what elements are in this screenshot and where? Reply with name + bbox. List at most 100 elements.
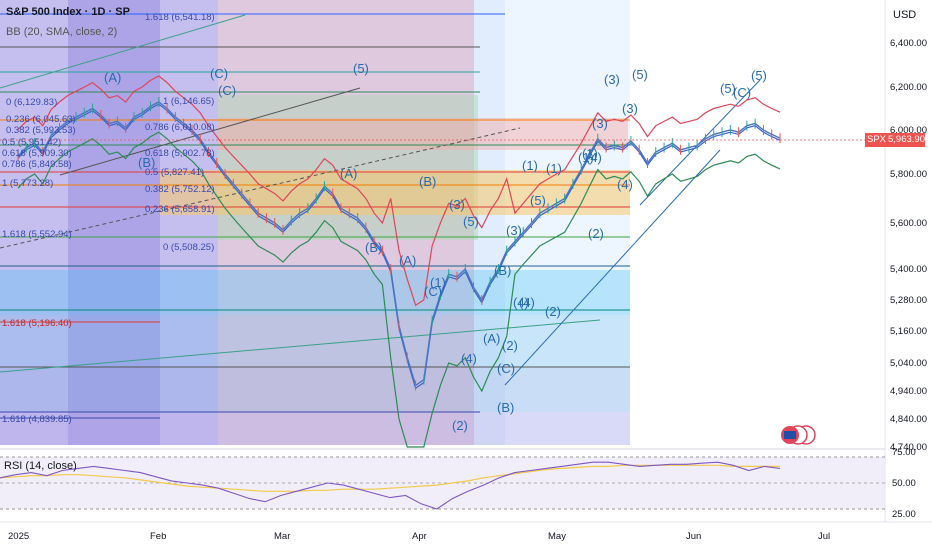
currency-label[interactable]: USD: [893, 9, 917, 21]
fib-label: 0.5 (5,951.42): [2, 137, 61, 148]
wave-label: (4): [461, 351, 477, 366]
wave-label: (B): [365, 240, 382, 255]
wave-label: (2): [452, 418, 468, 433]
background-zones: [0, 0, 630, 445]
fib-label: 0.786 (5,849.58): [2, 159, 72, 170]
price-tick-label: 6,400.00: [890, 38, 927, 49]
wave-label: (B): [494, 263, 511, 278]
price-tick-label: 4,940.00: [890, 386, 927, 397]
wave-label: (5): [720, 81, 736, 96]
price-tick-label: 5,040.00: [890, 358, 927, 369]
trend-line: [59, 87, 361, 176]
wave-label: (2): [588, 226, 604, 241]
fib-label: 0 (6,129.83): [6, 97, 57, 108]
wave-label: (1): [578, 150, 594, 165]
price-axis-ticks: 6,400.00 6,200.00 6,000.00 5,800.00 5,600.00…: [890, 38, 927, 453]
wave-label: (4): [513, 295, 529, 310]
wave-label: (A): [104, 70, 121, 85]
fib-label: 0.382 (5,993.53): [6, 125, 76, 136]
wave-label: (4): [617, 177, 633, 192]
time-tick-label: Feb: [150, 531, 166, 542]
rsi-band: [0, 457, 885, 509]
price-tick-label: 5,800.00: [890, 169, 927, 180]
fib-label: 1 (6,146.65): [163, 96, 214, 107]
wave-label: (3): [604, 72, 620, 87]
wave-label: (A): [483, 331, 500, 346]
price-tick-label: 5,600.00: [890, 218, 927, 229]
wave-label: (4): [586, 150, 602, 165]
time-tick-label: 2025: [8, 531, 29, 542]
fib-lines: [0, 13, 630, 419]
rsi-tick-label: 50.00: [892, 478, 916, 489]
wave-label: (5): [632, 67, 648, 82]
wave-label: (5): [353, 61, 369, 76]
price-tick-label: 6,000.00: [890, 125, 927, 136]
rsi-axis-ticks: 75.00 50.00 25.00: [892, 447, 916, 520]
time-tick-label: May: [548, 531, 566, 542]
wave-label: (1): [522, 158, 538, 173]
wave-label: (B): [419, 174, 436, 189]
wave-label: (1): [430, 275, 446, 290]
indicator-legend[interactable]: BB (20, SMA, close, 2): [6, 26, 118, 38]
wave-label: (A): [399, 253, 416, 268]
rsi-line: [0, 461, 781, 510]
time-tick-label: Jun: [686, 531, 701, 542]
wave-label: (1): [546, 161, 562, 176]
wave-labels: (A) (C) (5)(C)(B)(A)(B)(B)(A)(3)(1)(C)(5)(…: [104, 61, 767, 433]
price-tag-value: 5,963.90: [888, 134, 925, 145]
trend-line: [0, 14, 246, 89]
price-axis[interactable]: [885, 0, 932, 550]
fib-label: 1.618 (5,552.94): [2, 229, 72, 240]
price-tick-label: 4,740.00: [890, 442, 927, 453]
fib-label: 1 (5,773.28): [2, 178, 53, 189]
earnings-icon[interactable]: [781, 425, 816, 445]
fib-labels: 1.618 (6,541.18) 1 (6,146.65) 0.786 (6,010…: [2, 12, 215, 425]
bb-upper-band: [17, 75, 781, 307]
price-tick-label: 5,400.00: [890, 264, 927, 275]
wave-label: (C): [497, 361, 515, 376]
wave-label: (3): [506, 223, 522, 238]
wave-label: (3): [449, 197, 465, 212]
price-tag-symbol: SPX: [867, 134, 887, 145]
rsi-tick-label: 75.00: [892, 447, 916, 458]
wave-label: (C): [218, 83, 236, 98]
rsi-legend[interactable]: RSI (14, close): [4, 460, 77, 472]
fib-label: 0.236 (6,045.63): [6, 114, 76, 125]
fib-label: 0.382 (5,752.12): [145, 184, 215, 195]
candles: [17, 97, 781, 391]
wave-label: (B): [138, 155, 155, 170]
bb-lower-band: [17, 131, 781, 448]
wave-label: (2): [502, 338, 518, 353]
price-tick-label: 4,840.00: [890, 414, 927, 425]
fib-label: 0.786 (6,010.08): [145, 122, 215, 133]
trend-line: [504, 149, 721, 386]
wave-label: (A): [340, 166, 357, 181]
fib-label: 0.236 (5,658.91): [145, 204, 215, 215]
wave-label: (5): [751, 68, 767, 83]
rsi-tick-label: 25.00: [892, 509, 916, 520]
time-tick-label: Mar: [274, 531, 290, 542]
wave-label: (C): [733, 85, 751, 100]
price-tag-box: [865, 133, 925, 147]
price-tick-label: 6,200.00: [890, 82, 927, 93]
wave-label: (C): [210, 66, 228, 81]
time-tick-label: Jul: [818, 531, 830, 542]
wave-label: (4): [519, 295, 535, 310]
chart-title[interactable]: S&P 500 Index · 1D · SP: [6, 6, 130, 18]
fib-label: 0.618 (5,902.78): [145, 148, 215, 159]
fib-label: 1.618 (5,196.40): [2, 318, 72, 329]
time-tick-label: Apr: [412, 531, 427, 542]
price-tick-label: 5,160.00: [890, 326, 927, 337]
time-axis-ticks: 2025 Feb Mar Apr May Jun Jul: [8, 531, 830, 542]
wave-label: (1): [582, 146, 598, 161]
wave-label: (5): [463, 214, 479, 229]
fib-label: 1.618 (6,541.18): [145, 12, 215, 23]
fib-label: 0 (5,508.25): [163, 242, 214, 253]
wave-label: (B): [497, 400, 514, 415]
trend-line: [0, 319, 601, 373]
trend-line: [0, 127, 521, 249]
fib-label: 0.618 (5,909.30): [2, 148, 72, 159]
price-tick-label: 5,280.00: [890, 295, 927, 306]
wave-label: (C): [424, 284, 442, 299]
